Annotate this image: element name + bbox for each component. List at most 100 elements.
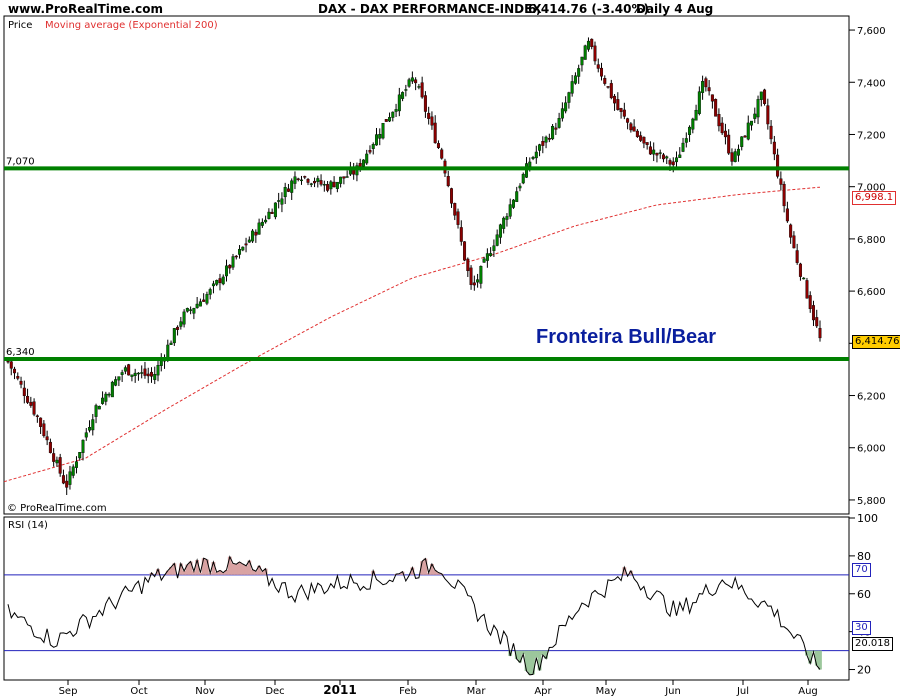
candle-body [221, 276, 225, 285]
candle-body [381, 122, 385, 139]
candle-body [697, 91, 701, 114]
price-y-tick-label: 6,200 [857, 392, 886, 403]
candle-body [251, 230, 255, 242]
candle-body [189, 309, 193, 311]
price-y-tick-label: 7,600 [857, 26, 886, 37]
candle-body [397, 94, 401, 112]
period-label: Daily 4 Aug [636, 2, 714, 16]
candle-body [658, 152, 662, 154]
candle-body [417, 86, 421, 88]
candle-body [746, 122, 750, 140]
candle-body [61, 475, 65, 484]
candle-body [88, 427, 92, 431]
candle-body [335, 181, 339, 189]
candle-body [153, 374, 157, 380]
candle-body [756, 99, 760, 118]
candle-body [6, 360, 10, 363]
candle-body [815, 317, 819, 327]
candle-body [182, 311, 186, 325]
x-tick-label: Nov [195, 686, 215, 697]
candle-body [570, 81, 574, 94]
candle-body [277, 200, 281, 202]
candle-body [573, 75, 577, 84]
candle-body [303, 176, 307, 178]
candle-body [309, 183, 313, 185]
candle-body [811, 305, 815, 321]
candle-body [65, 480, 69, 488]
candle-body [9, 361, 13, 369]
candle-body [58, 457, 62, 474]
x-axis: Sep Oct Nov Dec 2011 Feb Mar Apr May Jun Jul Aug [59, 680, 818, 697]
candle-body [224, 265, 228, 277]
candle-body [485, 253, 489, 261]
candle-body [489, 253, 493, 256]
site-url[interactable]: www.ProRealTime.com [8, 2, 163, 16]
candle-body [560, 108, 564, 119]
candle-body [596, 64, 600, 69]
candle-body [172, 328, 176, 344]
candle-body [707, 87, 711, 92]
annotation-fronteira: Fronteira Bull/Bear [536, 326, 717, 348]
candle-body [293, 176, 297, 184]
candle-body [805, 280, 809, 299]
x-tick-label: Sep [59, 686, 78, 697]
candle-body [179, 321, 183, 327]
rsi-30-box: 30 [852, 621, 871, 635]
candle-body [776, 154, 780, 177]
candle-body [632, 126, 636, 132]
rsi-panel-frame [3, 516, 850, 681]
candle-body [577, 68, 581, 77]
ma-value-box: 6,998.1 [852, 191, 897, 205]
candle-body [466, 258, 470, 272]
rsi-y-tick-label: 80 [857, 550, 871, 563]
candle-body [557, 118, 561, 128]
x-tick-label: Feb [399, 686, 417, 697]
candle-body [750, 120, 754, 126]
candle-body [727, 134, 731, 154]
price-y-tick-label: 6,600 [857, 287, 886, 298]
candle-body [84, 432, 88, 438]
candle-body [423, 95, 427, 112]
price-panel-frame [3, 15, 850, 515]
quote-change: 6,414.76 (-3.40%) [528, 2, 649, 16]
candle-body [456, 211, 460, 225]
candle-body [547, 138, 551, 140]
candle-body [280, 198, 284, 205]
candle-body [32, 401, 36, 415]
candle-body [528, 161, 532, 167]
candle-body [626, 118, 630, 123]
candle-body [39, 417, 43, 427]
candle-body [710, 94, 714, 102]
candle-body [91, 419, 95, 431]
candle-body [215, 280, 219, 285]
candle-body [580, 56, 584, 66]
candle-body [792, 235, 796, 249]
candle-body [388, 117, 392, 122]
candle-body [717, 114, 721, 127]
candle-body [753, 113, 757, 119]
candle-body [68, 471, 72, 485]
x-tick-label: Aug [798, 686, 818, 697]
candle-body [22, 387, 26, 396]
candle-body [645, 142, 649, 146]
candle-body [714, 99, 718, 117]
candle-body [140, 372, 144, 374]
candle-body [534, 151, 538, 159]
candle-body [306, 178, 310, 183]
candle-body [518, 185, 522, 189]
candle-body [795, 250, 799, 263]
candle-body [622, 109, 626, 117]
level-label-6340: 6,340 [6, 347, 35, 358]
candle-body [45, 436, 49, 441]
candle-body [286, 188, 290, 192]
candle-body [136, 372, 140, 375]
candle-body [661, 154, 665, 160]
rsi-last-box: 20.018 [852, 637, 893, 651]
candle-body [583, 45, 587, 60]
candle-body [283, 187, 287, 198]
candle-body [818, 327, 822, 339]
candle-body [704, 78, 708, 88]
rsi-y-tick-label: 60 [857, 588, 871, 601]
candle-body [684, 138, 688, 143]
candle-body [736, 148, 740, 156]
